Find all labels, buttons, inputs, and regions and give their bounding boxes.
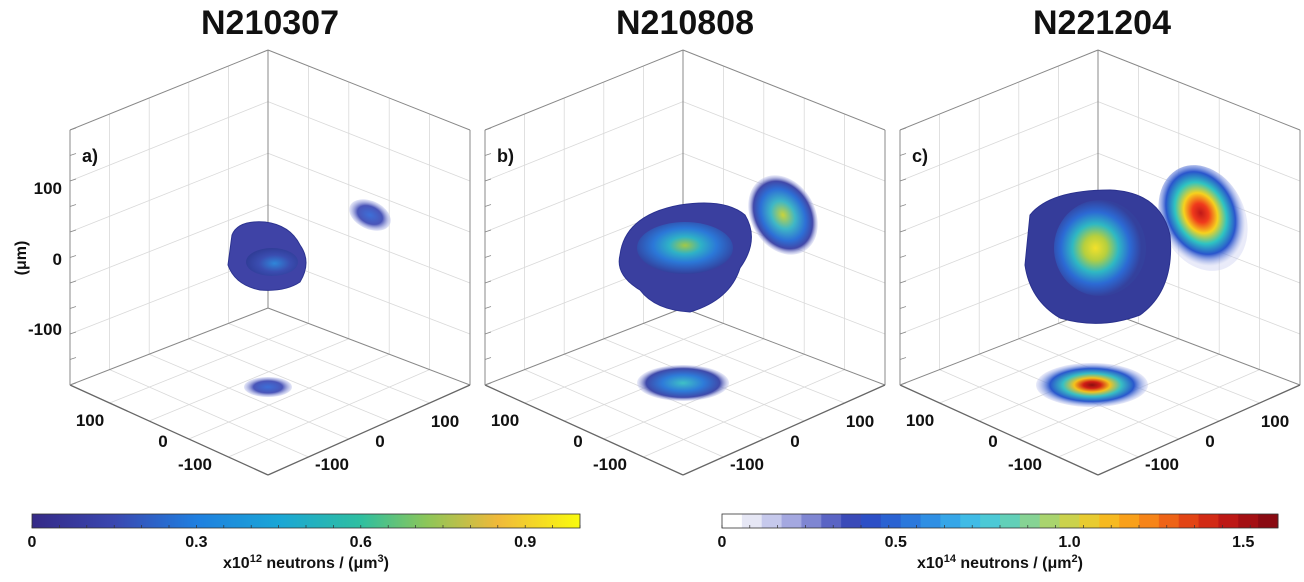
panel-a: a) 100 0 -100 100 0 -100 100 0 -100 (μm) xyxy=(13,49,471,476)
x-tick-label: -100 xyxy=(1008,455,1042,474)
colorbar-tick-label: 0 xyxy=(718,534,727,551)
colorbar-tick-label: 0.9 xyxy=(514,534,536,551)
panel-label: c) xyxy=(912,146,928,166)
colorbar-tick-label: 1.5 xyxy=(1232,534,1254,551)
panel-b: b) 100 0 -100 100 0 -100 xyxy=(484,49,886,476)
projection-yz xyxy=(1158,165,1248,271)
y-tick-label: 0 xyxy=(375,432,384,451)
x-tick-label: 100 xyxy=(76,411,104,430)
z-tick-label: 0 xyxy=(53,250,62,269)
projection-xy xyxy=(244,377,292,397)
axes-box xyxy=(69,49,471,476)
colorbar-tick-label: 0 xyxy=(28,534,37,551)
panel-a-title: N210307 xyxy=(200,4,339,42)
y-tick-label: 100 xyxy=(846,412,874,431)
colorbar-volume: 0 0.3 0.6 0.9 x1012 neutrons / (μm3) xyxy=(28,513,581,572)
panel-c: c) 100 0 -100 100 0 -100 xyxy=(899,49,1301,476)
panel-label: b) xyxy=(497,146,514,166)
y-tick-label: 0 xyxy=(1205,432,1214,451)
z-axis-title: (μm) xyxy=(13,241,30,276)
x-tick-label: -100 xyxy=(593,455,627,474)
colorbar-label: x1012 neutrons / (μm3) xyxy=(223,553,389,572)
colorbar-tick-label: 1.0 xyxy=(1058,534,1080,551)
colorbar-tick-label: 0.5 xyxy=(885,534,907,551)
neutron-volume xyxy=(1024,189,1172,324)
x-tick-label: 0 xyxy=(988,432,997,451)
x-tick-label: -100 xyxy=(178,455,212,474)
colorbar-tick-label: 0.3 xyxy=(185,534,207,551)
projection-yz xyxy=(748,175,818,255)
y-tick-label: -100 xyxy=(315,455,349,474)
x-tick-label: 100 xyxy=(491,411,519,430)
x-tick-label: 0 xyxy=(158,432,167,451)
projection-yz xyxy=(349,199,391,231)
y-tick-label: -100 xyxy=(730,455,764,474)
z-tick-label: -100 xyxy=(28,320,62,339)
y-tick-label: 100 xyxy=(431,412,459,431)
projection-xy xyxy=(1036,363,1148,407)
y-tick-label: 0 xyxy=(790,432,799,451)
x-tick-label: 0 xyxy=(573,432,582,451)
z-tick-label: 100 xyxy=(34,179,62,198)
x-tick-label: 100 xyxy=(906,411,934,430)
y-tick-label: 100 xyxy=(1261,412,1289,431)
neutron-volume xyxy=(618,202,752,313)
colorbar-projection: 0 0.5 1.0 1.5 x1014 neutrons / (μm2) xyxy=(718,513,1279,572)
y-tick-label: -100 xyxy=(1145,455,1179,474)
projection-xy xyxy=(637,365,729,401)
colorbar-tick-label: 0.6 xyxy=(350,534,372,551)
colorbar-label: x1014 neutrons / (μm2) xyxy=(917,553,1083,572)
neutron-volume xyxy=(227,221,307,291)
grid xyxy=(69,66,471,458)
panel-c-title: N221204 xyxy=(1032,4,1171,42)
panel-label: a) xyxy=(82,146,98,166)
panel-b-title: N210808 xyxy=(615,4,754,42)
